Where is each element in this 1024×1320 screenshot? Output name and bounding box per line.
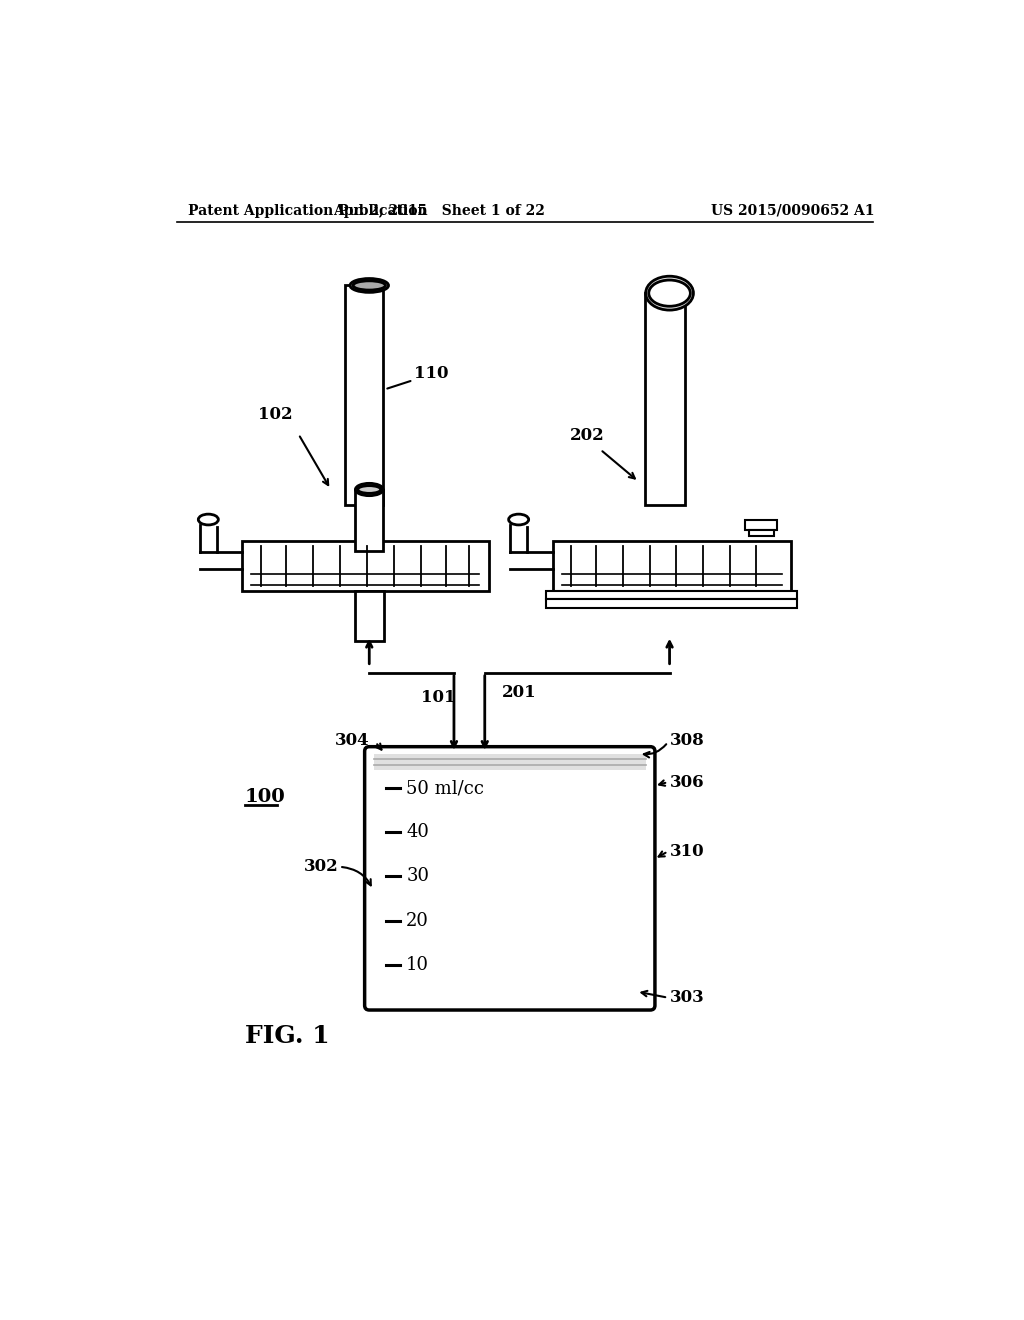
Ellipse shape: [355, 483, 383, 495]
Bar: [547, 591, 798, 599]
Ellipse shape: [350, 279, 388, 293]
Bar: [345, 285, 383, 504]
Ellipse shape: [509, 513, 528, 525]
Text: FIG. 1: FIG. 1: [245, 1024, 329, 1048]
Bar: [354, 591, 384, 642]
Text: Patent Application Publication: Patent Application Publication: [188, 203, 428, 218]
Bar: [243, 541, 488, 591]
Text: 30: 30: [407, 867, 429, 884]
Ellipse shape: [199, 513, 218, 525]
FancyBboxPatch shape: [365, 747, 655, 1010]
Text: 10: 10: [407, 957, 429, 974]
Ellipse shape: [357, 486, 381, 494]
Text: 308: 308: [670, 733, 705, 748]
Text: 40: 40: [407, 824, 429, 841]
Bar: [749, 531, 773, 536]
Bar: [553, 541, 792, 591]
Bar: [745, 520, 777, 531]
Text: US 2015/0090652 A1: US 2015/0090652 A1: [711, 203, 874, 218]
Text: 50 ml/cc: 50 ml/cc: [407, 779, 484, 797]
Text: Apr. 2, 2015   Sheet 1 of 22: Apr. 2, 2015 Sheet 1 of 22: [333, 203, 545, 218]
Text: 20: 20: [407, 912, 429, 929]
Bar: [355, 490, 383, 552]
Bar: [645, 293, 685, 506]
Text: 101: 101: [421, 689, 456, 706]
Ellipse shape: [353, 281, 385, 290]
Ellipse shape: [646, 276, 693, 310]
Text: 304: 304: [335, 733, 370, 748]
Text: 310: 310: [670, 843, 705, 859]
Ellipse shape: [649, 280, 690, 306]
Text: 303: 303: [670, 989, 705, 1006]
Bar: [547, 599, 798, 609]
Text: 306: 306: [670, 774, 705, 791]
Text: 202: 202: [569, 428, 604, 444]
Text: 201: 201: [502, 684, 537, 701]
Bar: [374, 755, 646, 770]
Text: 102: 102: [258, 405, 292, 422]
Text: 110: 110: [414, 366, 449, 383]
Text: 302: 302: [304, 858, 339, 875]
Text: 100: 100: [245, 788, 286, 807]
